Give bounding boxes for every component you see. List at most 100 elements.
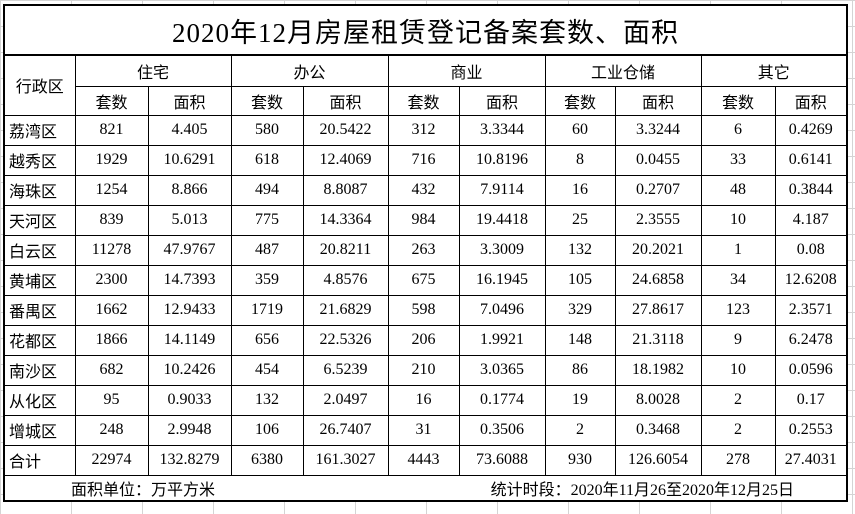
value-cell: 20.2021 <box>614 234 702 266</box>
value-cell: 487 <box>230 234 304 266</box>
value-cell: 0.6141 <box>774 144 848 176</box>
value-cell: 16.1945 <box>458 264 546 296</box>
subheader-count: 套数 <box>544 85 616 116</box>
value-cell: 3.3244 <box>614 114 702 146</box>
value-cell: 0.2553 <box>774 414 848 446</box>
group-header-industrial-storage: 工业仓储 <box>544 54 702 87</box>
table-row: 越秀区 1929 10.6291 618 12.4069 716 10.8196 8 0.045… <box>3 144 848 176</box>
table-row: 白云区 11278 47.9767 487 20.8211 263 3.3009 132 20.… <box>3 234 848 266</box>
table-title: 2020年12月房屋租赁登记备案套数、面积 <box>3 4 848 56</box>
value-cell: 0.0596 <box>774 354 848 386</box>
value-cell: 14.1149 <box>147 324 232 356</box>
district-cell: 番禺区 <box>3 294 76 326</box>
value-cell: 432 <box>387 174 460 206</box>
value-cell: 656 <box>230 324 304 356</box>
value-cell: 580 <box>230 114 304 146</box>
value-cell: 1 <box>700 234 776 266</box>
value-cell: 48 <box>700 174 776 206</box>
value-cell: 12.4069 <box>302 144 389 176</box>
value-cell: 0.17 <box>774 384 848 416</box>
subheader-count: 套数 <box>387 85 460 116</box>
group-header-residential: 住宅 <box>74 54 232 87</box>
value-cell: 454 <box>230 354 304 386</box>
subheader-count: 套数 <box>74 85 149 116</box>
table-row: 南沙区 682 10.2426 454 6.5239 210 3.0365 86 18.1982… <box>3 354 848 386</box>
value-cell: 33 <box>700 144 776 176</box>
value-cell: 132 <box>230 384 304 416</box>
value-cell: 0.3506 <box>458 414 546 446</box>
value-cell: 263 <box>387 234 460 266</box>
value-cell: 2 <box>700 384 776 416</box>
district-cell: 越秀区 <box>3 144 76 176</box>
value-cell: 2.0497 <box>302 384 389 416</box>
value-cell: 27.4031 <box>774 444 848 476</box>
value-cell: 8.866 <box>147 174 232 206</box>
rental-registration-table: 2020年12月房屋租赁登记备案套数、面积 行政区 住宅 办公 商业 工业仓储 … <box>3 4 848 502</box>
value-cell: 20.8211 <box>302 234 389 266</box>
subheader-area: 面积 <box>147 85 232 116</box>
value-cell: 2.9948 <box>147 414 232 446</box>
value-cell: 1929 <box>74 144 149 176</box>
value-cell: 930 <box>544 444 616 476</box>
value-cell: 278 <box>700 444 776 476</box>
value-cell: 7.9114 <box>458 174 546 206</box>
subheader-count: 套数 <box>230 85 304 116</box>
value-cell: 5.013 <box>147 204 232 236</box>
value-cell: 132 <box>544 234 616 266</box>
subheader-area: 面积 <box>774 85 848 116</box>
table-row: 增城区 248 2.9948 106 26.7407 31 0.3506 2 0.3468 2 0.… <box>3 414 848 446</box>
group-header-row: 行政区 住宅 办公 商业 工业仓储 其它 <box>3 54 848 116</box>
district-cell: 黄埔区 <box>3 264 76 296</box>
value-cell: 31 <box>387 414 460 446</box>
value-cell: 206 <box>387 324 460 356</box>
value-cell: 73.6088 <box>458 444 546 476</box>
value-cell: 0.3468 <box>614 414 702 446</box>
value-cell: 148 <box>544 324 616 356</box>
group-header-commercial: 商业 <box>387 54 546 87</box>
value-cell: 20.5422 <box>302 114 389 146</box>
table-row: 海珠区 1254 8.866 494 8.8087 432 7.9114 16 0.2707 48… <box>3 174 848 206</box>
value-cell: 12.6208 <box>774 264 848 296</box>
value-cell: 10 <box>700 204 776 236</box>
value-cell: 3.3009 <box>458 234 546 266</box>
value-cell: 598 <box>387 294 460 326</box>
value-cell: 95 <box>74 384 149 416</box>
value-cell: 18.1982 <box>614 354 702 386</box>
district-cell: 南沙区 <box>3 354 76 386</box>
table-row: 番禺区 1662 12.9433 1719 21.6829 598 7.0496 329 27.… <box>3 294 848 326</box>
value-cell: 6.5239 <box>302 354 389 386</box>
value-cell: 4.8576 <box>302 264 389 296</box>
value-cell: 8.8087 <box>302 174 389 206</box>
value-cell: 14.3364 <box>302 204 389 236</box>
value-cell: 10.6291 <box>147 144 232 176</box>
table-row: 天河区 839 5.013 775 14.3364 984 19.4418 25 2.3555 1… <box>3 204 848 236</box>
value-cell: 1866 <box>74 324 149 356</box>
footer-row: 面积单位：万平方米 统计时段：2020年11月26至2020年12月25日 <box>3 474 848 502</box>
value-cell: 106 <box>230 414 304 446</box>
value-cell: 10.2426 <box>147 354 232 386</box>
value-cell: 359 <box>230 264 304 296</box>
value-cell: 126.6054 <box>614 444 702 476</box>
district-cell: 荔湾区 <box>3 114 76 146</box>
subheader-area: 面积 <box>614 85 702 116</box>
value-cell: 123 <box>700 294 776 326</box>
value-cell: 16 <box>387 384 460 416</box>
value-cell: 0.9033 <box>147 384 232 416</box>
value-cell: 8.0028 <box>614 384 702 416</box>
sub-header-row: 套数 面积 套数 面积 套数 面积 套数 面积 套数 面积 <box>4 85 848 116</box>
value-cell: 3.3344 <box>458 114 546 146</box>
value-cell: 0.2707 <box>614 174 702 206</box>
value-cell: 161.3027 <box>302 444 389 476</box>
district-cell: 从化区 <box>3 384 76 416</box>
district-cell: 合计 <box>3 444 76 476</box>
table-body: 荔湾区 821 4.405 580 20.5422 312 3.3344 60 3.3244 6 0… <box>3 114 848 476</box>
district-cell: 天河区 <box>3 204 76 236</box>
value-cell: 2.3571 <box>774 294 848 326</box>
value-cell: 47.9767 <box>147 234 232 266</box>
value-cell: 8 <box>544 144 616 176</box>
value-cell: 26.7407 <box>302 414 389 446</box>
footer-notes: 面积单位：万平方米 统计时段：2020年11月26至2020年12月25日 <box>5 476 846 500</box>
value-cell: 6.2478 <box>774 324 848 356</box>
value-cell: 19 <box>544 384 616 416</box>
